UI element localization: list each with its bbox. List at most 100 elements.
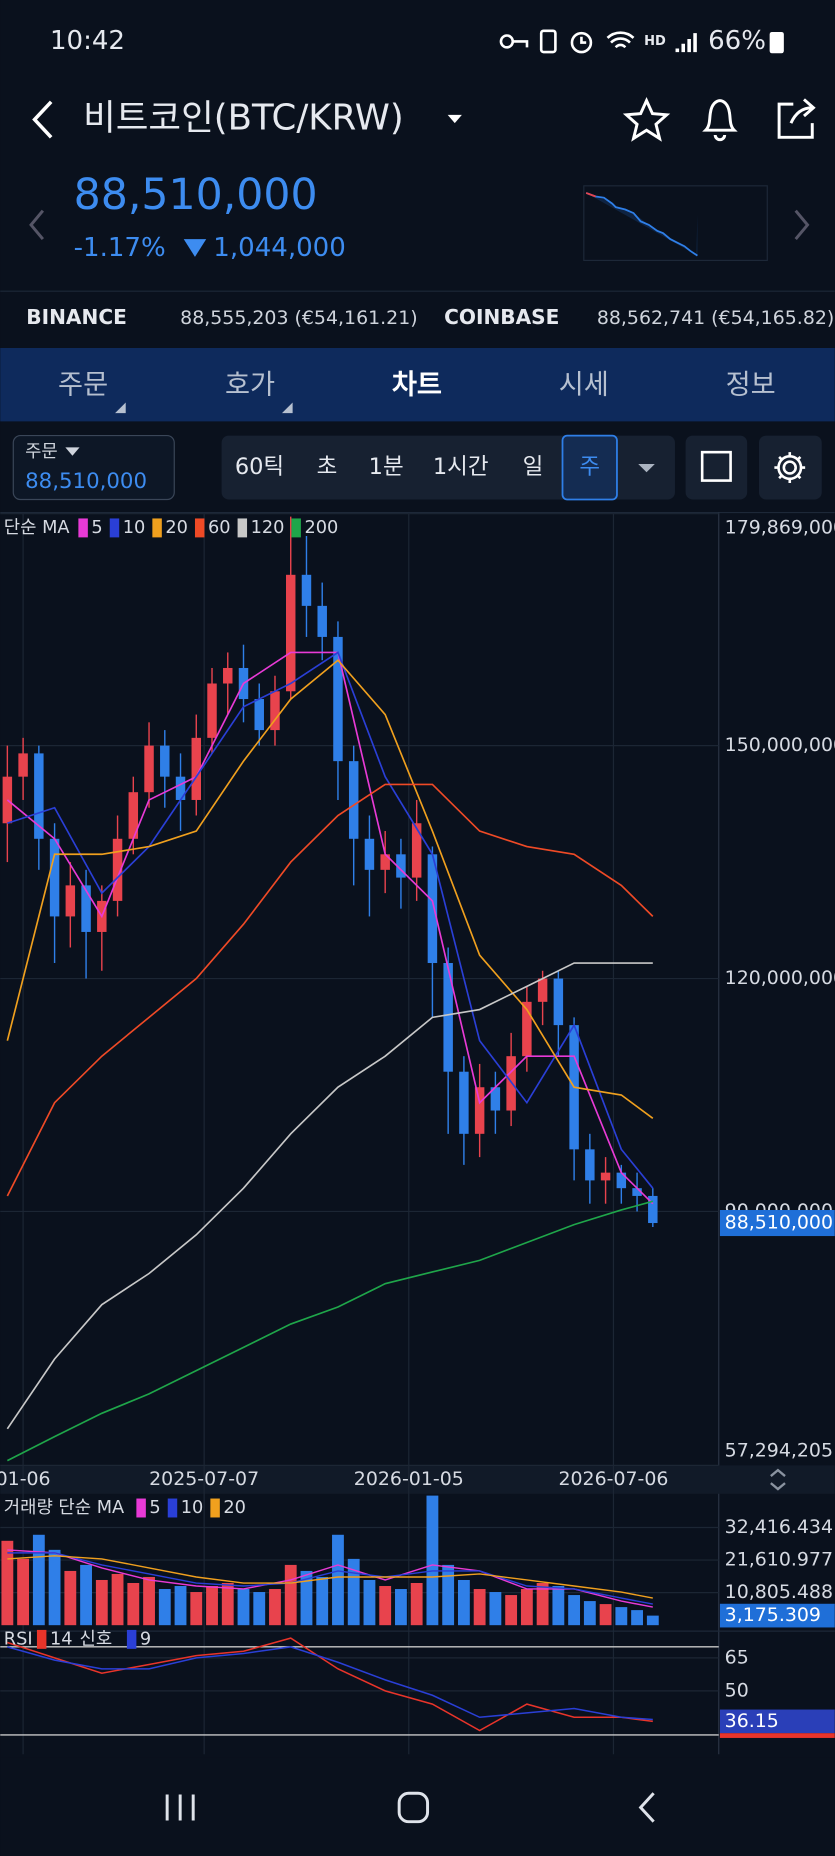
- volume-bar: [631, 1610, 643, 1626]
- candle-body: [380, 854, 390, 870]
- battery: 66%: [708, 26, 766, 56]
- volume-bar: [536, 1582, 549, 1626]
- order-label: 주문: [25, 442, 58, 462]
- volume-bar: [48, 1549, 61, 1626]
- candle-body: [648, 1195, 658, 1224]
- volume-bar: [1, 1540, 14, 1626]
- interval-selected: [561, 434, 618, 501]
- candle-body: [112, 838, 123, 901]
- volume-bar: [599, 1604, 612, 1626]
- share-button[interactable]: [777, 98, 816, 139]
- draw-button[interactable]: [700, 450, 732, 482]
- candle-body: [553, 978, 564, 1026]
- candle-body: [616, 1172, 627, 1189]
- rsi-tag-label: 36.15: [725, 1710, 779, 1732]
- legend-swatch: [78, 518, 88, 538]
- status-icons: [499, 29, 697, 54]
- tab[interactable]: 시세: [559, 369, 609, 400]
- candle-body: [632, 1188, 642, 1196]
- interval[interactable]: 1분: [369, 454, 404, 480]
- volume-tag: [719, 1603, 835, 1628]
- volume-bar: [300, 1570, 313, 1626]
- interval[interactable]: 1시간: [433, 454, 489, 480]
- volume-bar: [17, 1558, 30, 1626]
- volume-bar: [284, 1564, 297, 1626]
- volume-bar: [237, 1589, 250, 1626]
- order-box[interactable]: [12, 435, 175, 501]
- volume-bar: [221, 1582, 234, 1626]
- volume-bar: [395, 1589, 407, 1626]
- interval[interactable]: 일: [523, 454, 544, 480]
- volume-bar: [111, 1573, 124, 1626]
- nav-back[interactable]: [638, 1792, 655, 1823]
- x-tick-label: 2026-01-05: [354, 1468, 464, 1490]
- nav-home[interactable]: [397, 1791, 430, 1824]
- y-tick-label: 50: [725, 1679, 749, 1701]
- resize-handle[interactable]: [770, 1468, 786, 1491]
- legend-swatch: [126, 1629, 137, 1649]
- current-price: 88,510,000: [74, 170, 318, 220]
- tab[interactable]: 정보: [726, 369, 776, 400]
- volume-bar: [568, 1595, 581, 1626]
- tab[interactable]: 주문: [58, 369, 108, 400]
- status-time: 10:42: [50, 26, 125, 56]
- tab[interactable]: 차트: [392, 369, 442, 400]
- candle-body: [490, 1087, 501, 1111]
- tab[interactable]: 호가: [225, 369, 275, 400]
- candle-body: [427, 854, 438, 964]
- back-button[interactable]: [32, 100, 53, 139]
- ma-line: [7, 1552, 653, 1605]
- draw-button-bg: [685, 435, 748, 500]
- sparkline-start: [585, 192, 596, 198]
- ma-line: [6, 962, 653, 1430]
- favorite-button[interactable]: [622, 97, 671, 142]
- hd-icon: HD: [644, 34, 666, 49]
- exchange-price: 88,555,203 (€54,161.21): [180, 307, 417, 329]
- title-dropdown[interactable]: [447, 114, 462, 124]
- volume-bar: [347, 1558, 360, 1626]
- volume-bar: [442, 1564, 455, 1626]
- interval-dropdown[interactable]: [638, 464, 655, 473]
- legend-entry: 20: [223, 1498, 246, 1518]
- candle-body: [270, 691, 280, 731]
- alarm-button[interactable]: [702, 99, 738, 142]
- nav-recent[interactable]: [165, 1794, 195, 1821]
- volume-bar: [253, 1592, 266, 1626]
- ma-line: [7, 1637, 653, 1732]
- interval[interactable]: 60틱: [235, 454, 284, 480]
- interval[interactable]: 초: [317, 454, 338, 480]
- candle-body: [191, 737, 202, 800]
- volume-bar: [615, 1607, 628, 1626]
- next-coin[interactable]: [794, 209, 810, 241]
- legend-entry: 10: [181, 1498, 204, 1518]
- nav-bar: [0, 1757, 835, 1856]
- volume-bar: [520, 1589, 533, 1626]
- settings-button[interactable]: [774, 452, 806, 483]
- prev-coin[interactable]: [29, 209, 45, 241]
- rsi-tag: [719, 1709, 835, 1734]
- candle-body: [254, 699, 264, 731]
- change-amount: 1,044,000: [213, 233, 345, 263]
- price-tag: [719, 1210, 835, 1237]
- legend-label: 거래량 단순 MA: [4, 1497, 124, 1518]
- legend-swatch: [152, 518, 162, 538]
- volume-bar: [426, 1495, 439, 1626]
- volume-bar: [583, 1601, 596, 1626]
- sparkline: [585, 192, 698, 257]
- coin-title[interactable]: 비트코인(BTC/KRW): [83, 98, 404, 139]
- ma-line: [7, 651, 654, 1189]
- candle-body: [144, 745, 154, 793]
- y-tick-label: 10,805.488: [725, 1581, 833, 1603]
- ma-line: [7, 1646, 653, 1721]
- legend-entry: 10: [123, 518, 146, 538]
- interval[interactable]: 주: [579, 454, 600, 480]
- legend-label: 신호: [80, 1628, 113, 1649]
- sparkline-box: [583, 185, 768, 261]
- legend-swatch: [210, 1498, 220, 1518]
- legend-entry: 5: [149, 1498, 160, 1518]
- legend-entry: 120: [251, 518, 285, 538]
- volume-bar: [473, 1589, 486, 1626]
